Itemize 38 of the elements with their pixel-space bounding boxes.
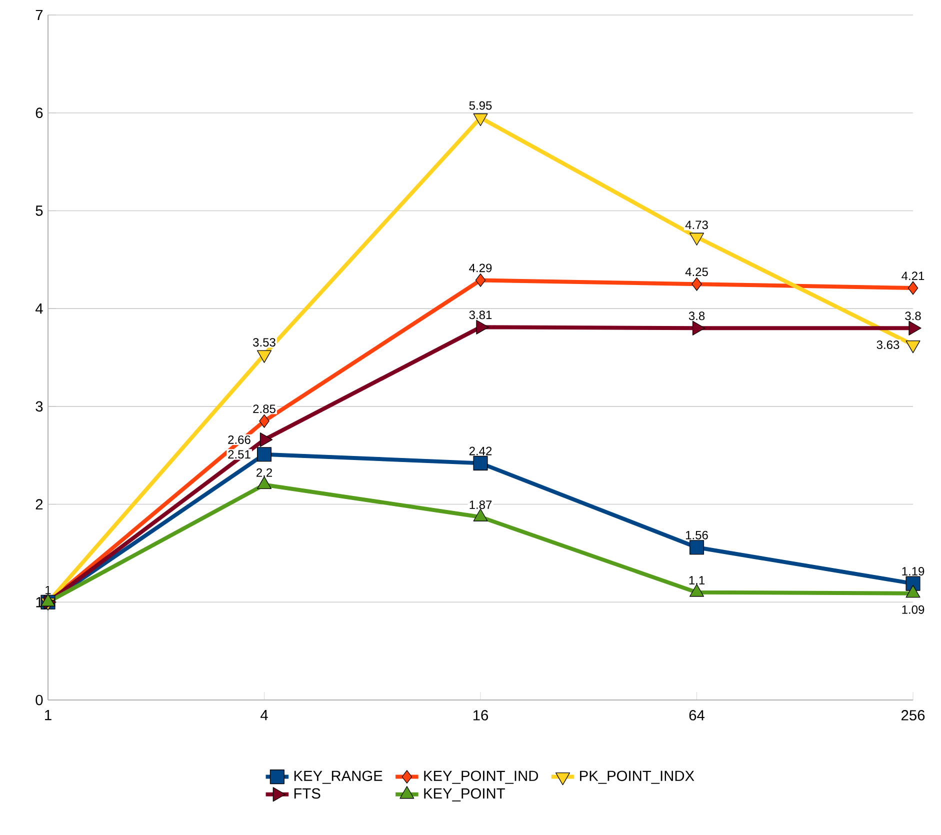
data-label: 4.25 (685, 268, 708, 276)
data-label: 3.8 (905, 312, 921, 320)
legend-label: KEY_POINT (424, 788, 505, 802)
data-label: 2.85 (253, 404, 276, 414)
y-tick-label: 2 (36, 499, 43, 510)
x-tick-label: 64 (689, 710, 704, 720)
data-label: 2.51 (228, 450, 250, 459)
data-label: 3.8 (688, 312, 705, 320)
x-tick-label: 4 (260, 710, 268, 720)
data-label: 1.1 (689, 576, 705, 584)
x-tick-label: 1 (45, 710, 52, 720)
legend-label: KEY_RANGE (294, 770, 382, 784)
data-label: 2.2 (256, 468, 272, 477)
y-tick-label: 3 (36, 401, 43, 412)
y-tick-label: 7 (36, 10, 43, 20)
data-label: 1.87 (470, 500, 492, 510)
y-tick-label: 6 (36, 108, 43, 118)
x-tick-label: 256 (902, 710, 925, 720)
data-label: 4.29 (469, 264, 492, 272)
data-label: 1.09 (902, 605, 924, 614)
data-label: 1.56 (686, 530, 708, 540)
x-tick-label: 16 (473, 710, 488, 720)
data-label: 2.42 (469, 446, 492, 456)
legend-label: FTS (294, 788, 320, 799)
y-tick-label: 0 (36, 694, 43, 706)
y-tick-label: 4 (35, 304, 43, 314)
data-label: 3.53 (253, 338, 276, 347)
data-label: 4.73 (685, 220, 708, 230)
data-label: 5.95 (469, 101, 492, 110)
data-label: 4.21 (902, 272, 924, 280)
data-label: 1.19 (902, 567, 924, 576)
y-tick-label: 5 (36, 206, 43, 216)
legend-label: KEY_POINT_IND (424, 770, 538, 784)
data-label: 3.63 (876, 340, 900, 350)
data-label: 2.66 (228, 435, 250, 444)
data-label: 3.81 (469, 310, 492, 320)
legend-label: PK_POINT_INDX (580, 770, 694, 784)
data-label: 1 (46, 586, 51, 594)
